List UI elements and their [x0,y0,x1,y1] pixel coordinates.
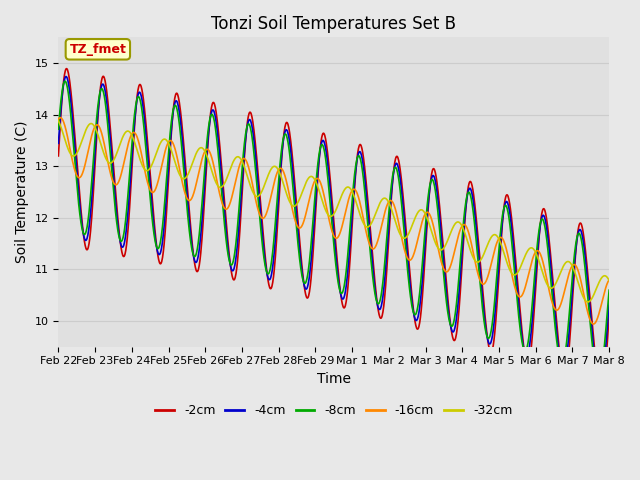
Legend: -2cm, -4cm, -8cm, -16cm, -32cm: -2cm, -4cm, -8cm, -16cm, -32cm [150,399,517,422]
Text: TZ_fmet: TZ_fmet [69,43,126,56]
X-axis label: Time: Time [317,372,351,386]
Title: Tonzi Soil Temperatures Set B: Tonzi Soil Temperatures Set B [211,15,456,33]
Y-axis label: Soil Temperature (C): Soil Temperature (C) [15,121,29,263]
